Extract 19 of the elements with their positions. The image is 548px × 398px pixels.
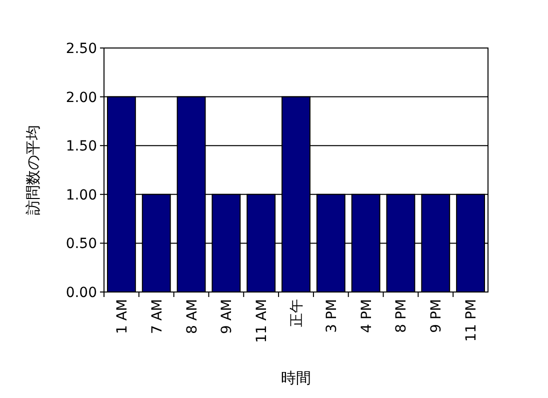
x-axis-title: 時間 — [281, 369, 311, 387]
x-tick-label: 7 AM — [149, 299, 166, 334]
y-tick-label: 1.00 — [66, 187, 97, 204]
x-tick-label: 1 AM — [114, 299, 130, 334]
x-tick-label: 3 PM — [324, 299, 340, 333]
x-tick-label: 11 PM — [464, 299, 480, 342]
y-tick-label: 2.00 — [66, 90, 97, 106]
x-tick-label: 11 AM — [254, 299, 270, 343]
x-tick-label: 8 AM — [184, 299, 200, 334]
y-tick-label: 0.00 — [66, 285, 97, 301]
x-tick-label: 9 AM — [219, 299, 236, 334]
y-axis-title: 訪問数の平均 — [24, 125, 42, 215]
y-tick-label: 0.50 — [66, 236, 97, 252]
y-tick-label: 1.50 — [66, 138, 97, 155]
x-tick-label: 9 PM — [428, 299, 445, 333]
x-tick-label: 8 PM — [394, 299, 410, 333]
y-tick-label: 2.50 — [66, 41, 97, 57]
x-tick-label: 4 PM — [358, 299, 375, 333]
x-tick-label: 正午 — [289, 299, 305, 327]
